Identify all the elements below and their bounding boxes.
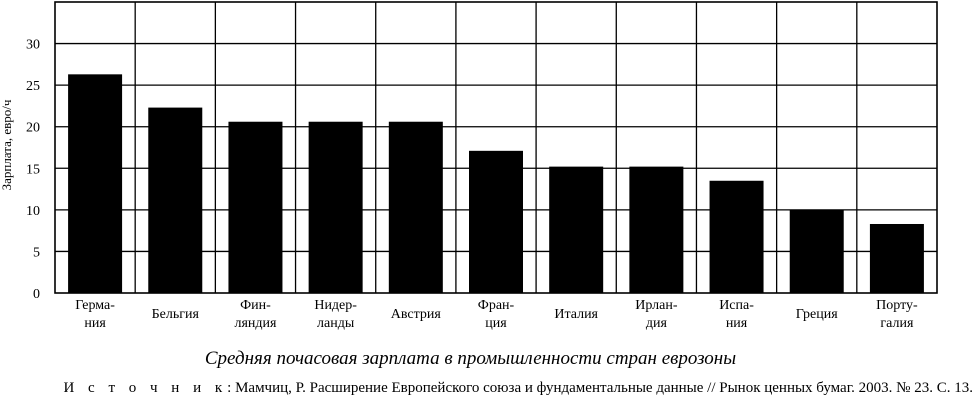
x-tick-label: Австрия [391,307,442,322]
bar [228,121,283,294]
chart-bars [68,74,924,294]
bar [709,180,764,293]
x-tick-label: Фин-ляндия [234,298,277,331]
y-axis-label: Зарплата, евро/ч [0,99,14,190]
x-tick-label: Порту-галия [876,298,918,331]
y-axis-ticks: 0 5 10 15 20 25 30 [26,38,40,302]
x-tick-label: Италия [554,307,598,322]
source-text: : Мамчиц, Р. Расширение Европейского сою… [227,380,973,396]
x-tick-label: Греция [796,307,838,322]
chart-frame [54,1,938,294]
bar [469,150,523,293]
y-tick-label: 15 [26,162,40,177]
plot-border [54,1,938,294]
y-tick-label: 0 [33,287,40,302]
x-tick-label: Герма-ния [75,298,115,331]
chart-caption: Средняя почасовая зарплата в промышленно… [204,348,737,369]
bar [308,121,363,294]
x-tick-label: Бельгия [152,307,200,322]
bar [869,223,924,293]
x-tick-label: Испа-ния [719,298,754,331]
bar [629,166,684,293]
source-note: И с т о ч н и к: Мамчиц, Р. Расширение Е… [0,378,977,398]
bar [148,107,203,293]
bar [549,166,604,293]
bar [789,209,844,293]
x-tick-label: Ирлан-дия [635,298,678,331]
source-label: И с т о ч н и к [63,380,228,396]
y-tick-label: 30 [26,38,40,53]
y-tick-label: 10 [26,204,40,219]
x-tick-label: Нидер-ланды [314,298,357,331]
bar-chart: 0 5 10 15 20 25 30 Герма-ния Бельгия Фин-ляндия Н… [0,1,938,331]
y-tick-label: 25 [26,79,40,94]
bar [68,74,123,293]
bar [388,121,443,294]
x-tick-label: Фран-ция [478,298,515,331]
y-tick-label: 20 [26,121,40,136]
y-tick-label: 5 [33,245,40,260]
x-axis-labels: Герма-ния Бельгия Фин-ляндия Нидер-ланды Авс… [75,298,918,331]
